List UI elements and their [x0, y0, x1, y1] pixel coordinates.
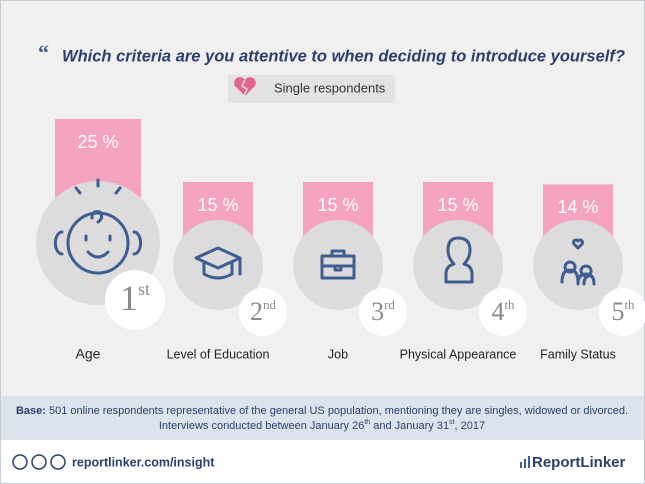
rank: 2nd	[250, 297, 277, 326]
footer-line1: Base: 501 online respondents representat…	[16, 405, 628, 417]
rank: 3rd	[371, 297, 395, 326]
rank-suffix: th	[504, 297, 515, 312]
category-label: Family Status	[540, 347, 616, 361]
brand-url: reportlinker.com/insight	[72, 455, 215, 469]
license-icons	[12, 454, 66, 470]
footer-sup: th	[364, 419, 370, 426]
rank-suffix: th	[624, 297, 635, 312]
subtitle-box	[228, 75, 395, 103]
category-label: Physical Appearance	[400, 347, 517, 361]
rank-circle	[239, 288, 287, 336]
base-label: Base:	[16, 405, 46, 417]
footer-text: and January 31	[370, 420, 449, 432]
value-label: 14 %	[557, 197, 598, 217]
footer-band	[1, 396, 644, 440]
footer-text: , 2017	[455, 420, 486, 432]
value-label: 25 %	[77, 132, 118, 152]
rank-suffix: nd	[263, 297, 277, 312]
rank-number: 5	[611, 297, 624, 326]
brand-logo: ReportLinker	[532, 454, 626, 471]
item-circle	[173, 220, 263, 310]
rank-circle	[359, 288, 407, 336]
rank: 5th	[611, 297, 635, 326]
chart-title: Which criteria are you attentive to when…	[62, 47, 625, 65]
logo-bars	[520, 456, 530, 468]
item-icon	[444, 236, 474, 284]
rank-number: 1	[120, 278, 138, 318]
rank-circle	[105, 270, 165, 330]
rank: 1st	[120, 278, 150, 318]
item-circle	[533, 220, 623, 310]
value-label: 15 %	[317, 195, 358, 215]
category-label: Level of Education	[167, 347, 270, 361]
category-label: Job	[328, 347, 348, 361]
rank-number: 3	[371, 297, 384, 326]
rank-suffix: rd	[384, 297, 395, 312]
value-label: 15 %	[197, 195, 238, 215]
base-text: 501 online respondents representative of…	[46, 405, 628, 417]
bottom-bar	[1, 440, 644, 483]
rank-circle	[599, 288, 645, 336]
heart-crack	[241, 79, 248, 97]
rank-number: 4	[491, 297, 504, 326]
footer-sup: st	[449, 419, 455, 426]
item-icon	[194, 246, 242, 280]
item-icon	[560, 238, 596, 286]
item-circle	[413, 220, 503, 310]
item-icon	[320, 249, 356, 280]
rank: 4th	[491, 297, 515, 326]
category-label: Age	[76, 346, 101, 362]
rank-suffix: st	[138, 279, 150, 299]
rank-number: 2	[250, 297, 263, 326]
footer-line2: Interviews conducted between January 26t…	[159, 419, 485, 432]
subtitle: Single respondents	[274, 80, 386, 95]
broken-heart-icon	[234, 77, 256, 96]
quote-icon: “	[38, 40, 49, 65]
footer-text: Interviews conducted between January 26	[159, 420, 364, 432]
rank-circle	[479, 288, 527, 336]
item-icon	[53, 178, 143, 275]
value-label: 15 %	[437, 195, 478, 215]
